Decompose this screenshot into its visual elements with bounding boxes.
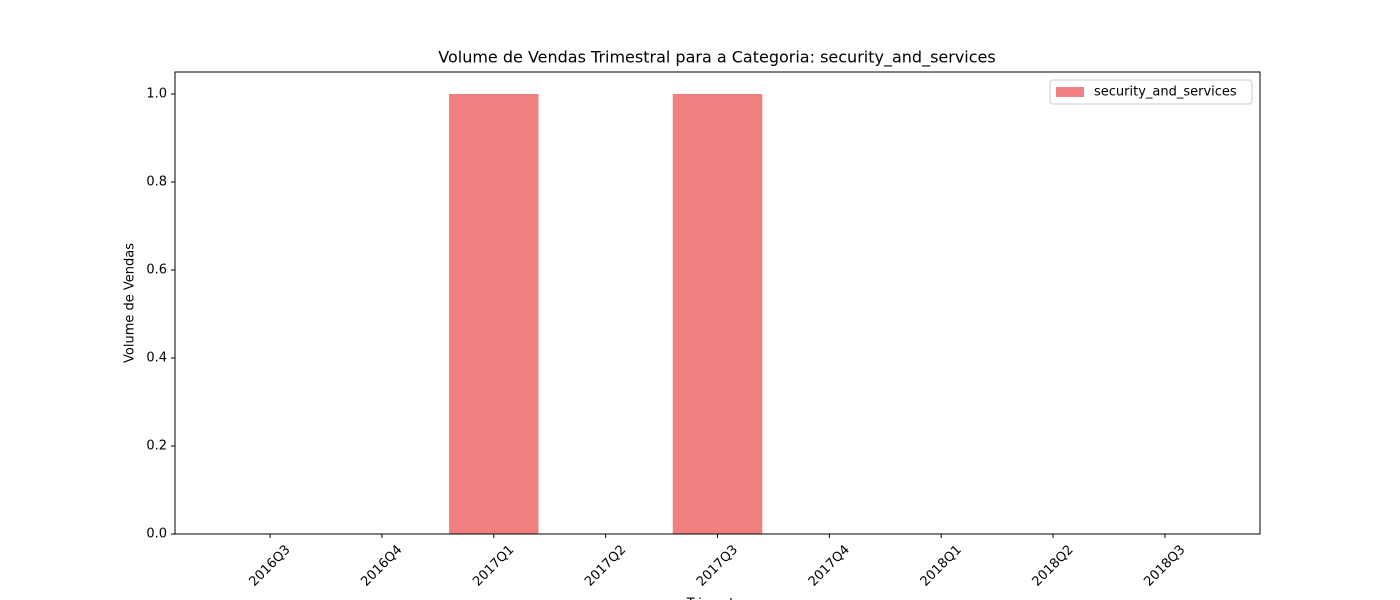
legend-label: security_and_services	[1094, 85, 1237, 100]
x-tick-label: 2017Q2	[582, 542, 629, 589]
x-tick-label: 2017Q4	[806, 542, 853, 589]
bar	[449, 94, 539, 534]
x-tick-label: 2016Q3	[247, 542, 294, 589]
x-axis-label: Trimestre	[686, 597, 748, 600]
y-tick-label: 0.4	[146, 351, 167, 366]
x-tick-label: 2018Q3	[1141, 542, 1188, 589]
x-tick-label: 2018Q2	[1030, 542, 1077, 589]
y-tick-label: 1.0	[146, 87, 167, 102]
y-tick-label: 0.8	[146, 175, 167, 190]
bar	[672, 94, 763, 534]
x-tick-label: 2017Q3	[694, 542, 741, 589]
plot-frame	[174, 71, 1261, 535]
x-tick-label: 2016Q4	[358, 542, 405, 589]
y-tick-label: 0.6	[146, 263, 167, 278]
x-tick-label: 2017Q1	[470, 542, 517, 589]
x-tick-label: 2018Q1	[918, 542, 965, 589]
y-axis-label: Volume de Vendas	[123, 243, 138, 363]
chart-title: Volume de Vendas Trimestral para a Categ…	[438, 48, 995, 68]
y-tick-label: 0.0	[146, 527, 167, 542]
legend-swatch	[1056, 87, 1084, 97]
y-tick-label: 0.2	[146, 439, 167, 454]
legend-box	[1049, 79, 1253, 105]
